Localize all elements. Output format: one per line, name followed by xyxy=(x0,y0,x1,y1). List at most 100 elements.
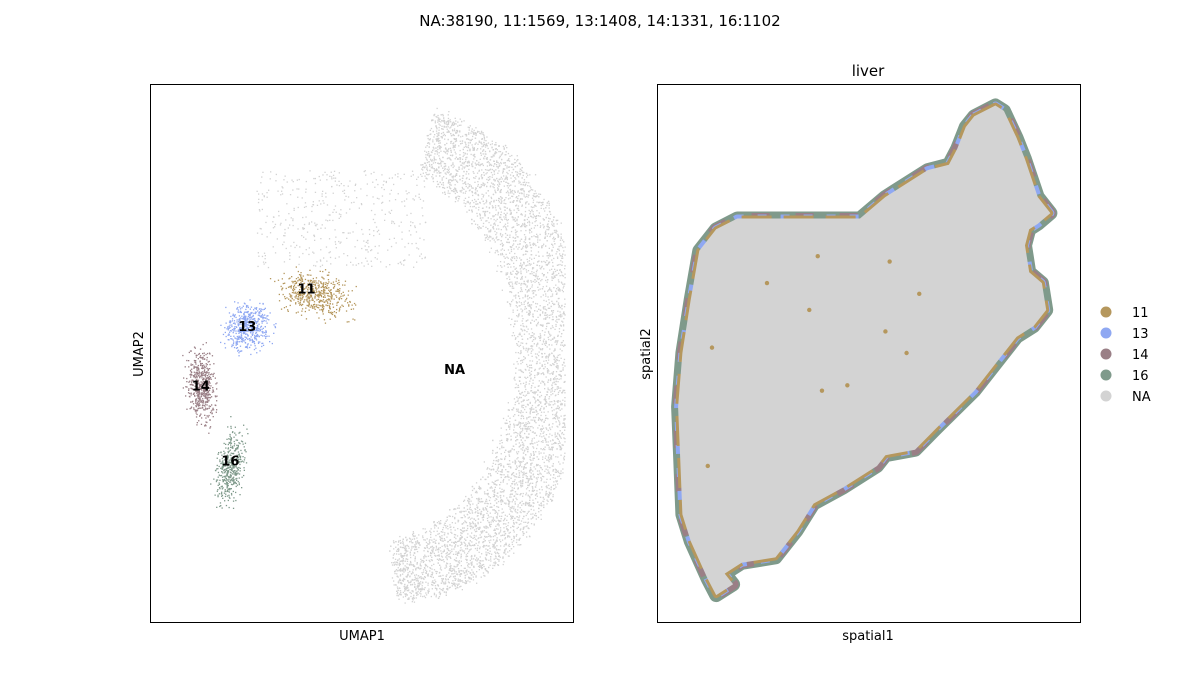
umap-point-NA xyxy=(535,400,537,403)
umap-point-NA xyxy=(495,533,498,536)
umap-point-NA xyxy=(544,317,547,319)
umap-point-NA xyxy=(532,451,535,453)
umap-point-NA xyxy=(487,147,489,150)
umap-point-NA xyxy=(502,520,505,522)
umap-point-NA xyxy=(548,353,551,355)
umap-point-NA xyxy=(538,473,540,476)
umap-point-NA xyxy=(547,290,549,292)
umap-point-NA xyxy=(552,371,555,373)
umap-point-NA xyxy=(508,425,510,427)
umap-point-NA xyxy=(549,235,551,238)
umap-point-NA xyxy=(420,593,422,595)
umap-point-NA xyxy=(424,532,427,534)
umap-point-NA xyxy=(523,359,525,361)
umap-point-NA xyxy=(446,562,448,564)
umap-point-NA xyxy=(500,249,502,251)
umap-point-NA xyxy=(521,500,523,502)
umap-point-NA xyxy=(529,416,531,418)
umap-point-NA xyxy=(400,552,402,555)
umap-point-NA xyxy=(544,210,546,212)
umap-point-NA xyxy=(558,420,560,422)
umap-point-NA xyxy=(459,537,461,540)
umap-point-NA xyxy=(460,565,462,567)
umap-point-NA xyxy=(552,378,555,380)
umap-point-NA xyxy=(513,325,515,328)
umap-point-NA xyxy=(546,314,548,316)
umap-point-NA xyxy=(401,546,404,549)
umap-point-NA xyxy=(530,478,532,480)
umap-point-NA xyxy=(547,459,549,461)
umap-point-NA xyxy=(506,440,509,442)
umap-point-NA xyxy=(485,173,487,175)
umap-point-NA xyxy=(440,163,442,165)
umap-point-NA xyxy=(527,522,529,524)
umap-point-NA xyxy=(446,536,448,538)
umap-point-NA xyxy=(449,568,451,570)
umap-point-NA xyxy=(503,162,505,164)
umap-point-NA xyxy=(422,166,425,168)
umap-point-NA xyxy=(523,356,525,358)
umap-point-NA xyxy=(503,545,505,547)
umap-point-NA xyxy=(530,280,532,282)
umap-point-NA xyxy=(407,572,409,574)
umap-point-NA xyxy=(469,544,471,547)
umap-point-NA xyxy=(504,458,506,461)
umap-point-NA xyxy=(415,542,417,544)
umap-point-NA xyxy=(521,422,523,424)
umap-point-NA xyxy=(505,236,507,239)
umap-point-NA xyxy=(459,580,461,583)
umap-point-NA xyxy=(563,358,566,361)
umap-point-NA xyxy=(511,489,513,491)
umap-point-NA xyxy=(483,194,485,196)
umap-point-NA xyxy=(556,251,558,253)
umap-point-NA xyxy=(455,566,457,568)
umap-point-NA xyxy=(492,509,494,511)
umap-point-NA xyxy=(544,236,546,238)
umap-point-NA xyxy=(465,144,467,146)
umap-point-NA xyxy=(438,155,440,157)
umap-point-NA xyxy=(560,402,562,405)
umap-point-NA xyxy=(431,564,433,567)
umap-point-NA xyxy=(493,529,495,531)
umap-point-NA xyxy=(495,516,498,518)
umap-point-NA xyxy=(497,188,499,190)
umap-point-NA xyxy=(508,513,511,515)
umap-point-NA xyxy=(556,292,558,294)
umap-point-NA xyxy=(458,560,460,562)
umap-point-NA xyxy=(432,162,435,164)
umap-point-NA xyxy=(531,367,533,369)
umap-point-NA xyxy=(529,185,531,187)
umap-point-NA xyxy=(523,472,525,475)
umap-point-NA xyxy=(489,236,491,238)
umap-point-NA xyxy=(432,178,434,180)
umap-point-NA xyxy=(466,571,468,573)
umap-point-NA xyxy=(527,196,529,198)
umap-point-NA xyxy=(532,349,534,351)
umap-point-NA xyxy=(431,176,433,178)
umap-point-NA xyxy=(501,488,503,490)
umap-point-NA xyxy=(527,502,529,504)
umap-point-NA xyxy=(536,201,538,203)
umap-point-NA xyxy=(528,194,530,196)
umap-point-NA xyxy=(419,576,421,578)
umap-point-NA xyxy=(539,428,542,431)
umap-point-NA xyxy=(520,393,522,395)
umap-point-NA xyxy=(521,330,524,332)
umap-point-NA xyxy=(521,328,523,331)
umap-point-NA xyxy=(433,521,435,524)
umap-point-NA xyxy=(532,411,534,413)
umap-point-NA xyxy=(506,499,509,501)
umap-point-NA xyxy=(523,404,525,406)
umap-point-NA xyxy=(506,278,508,280)
umap-point-NA xyxy=(525,481,527,484)
umap-point-NA xyxy=(559,269,561,271)
umap-point-NA xyxy=(546,472,548,474)
umap-point-NA xyxy=(454,175,456,178)
umap-point-NA xyxy=(548,317,551,319)
umap-point-NA xyxy=(545,468,547,470)
umap-point-NA xyxy=(504,218,506,220)
umap-point-NA xyxy=(514,510,516,512)
umap-point-NA xyxy=(560,236,562,238)
umap-point-NA xyxy=(562,283,564,285)
umap-point-NA xyxy=(393,542,395,544)
